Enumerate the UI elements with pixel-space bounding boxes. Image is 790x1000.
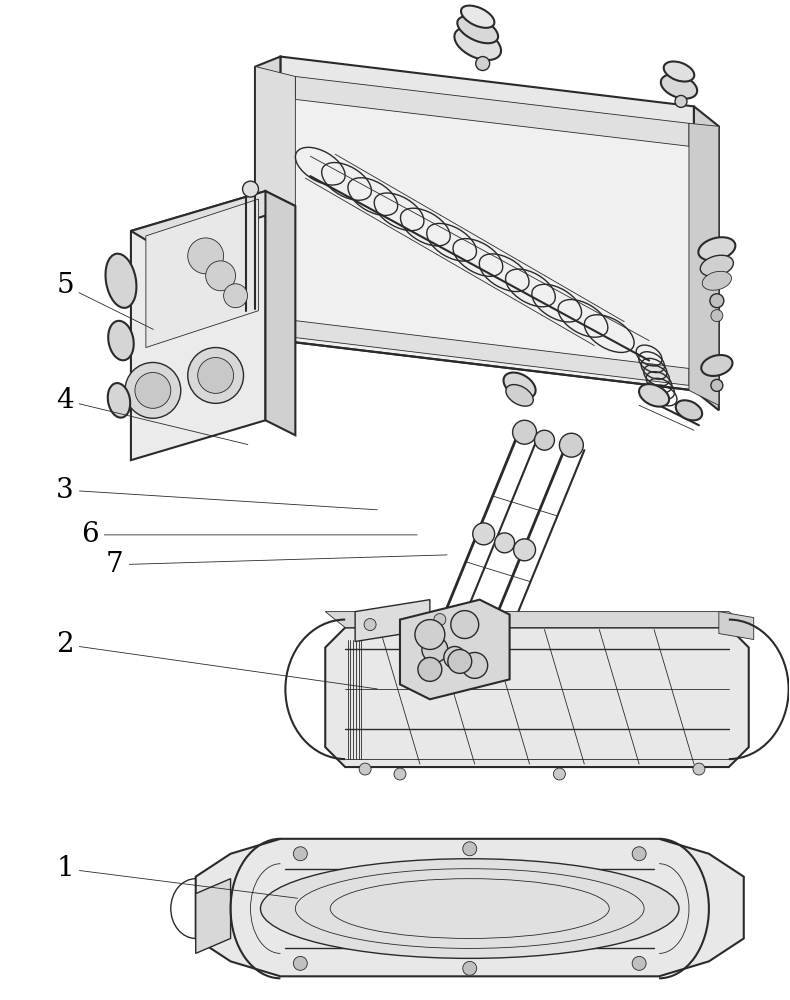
Circle shape [422,637,448,662]
Circle shape [462,652,487,678]
Circle shape [463,842,476,856]
Polygon shape [280,57,694,136]
Circle shape [224,284,247,308]
Ellipse shape [454,27,501,60]
Circle shape [188,238,224,274]
Polygon shape [400,600,510,699]
Ellipse shape [675,400,702,420]
Circle shape [559,433,583,457]
Polygon shape [131,191,295,249]
Ellipse shape [108,321,134,360]
Text: 1: 1 [56,855,298,898]
Circle shape [711,379,723,391]
Circle shape [675,95,687,107]
Circle shape [243,181,258,197]
Circle shape [693,763,705,775]
Text: 6: 6 [81,521,417,548]
Polygon shape [689,123,719,405]
Polygon shape [280,86,694,390]
Circle shape [476,57,490,71]
Text: 5: 5 [56,272,153,329]
Polygon shape [325,628,749,767]
Circle shape [554,768,566,780]
Circle shape [394,768,406,780]
Polygon shape [196,879,231,953]
Ellipse shape [660,74,698,99]
Circle shape [495,533,514,553]
Circle shape [415,620,445,649]
Polygon shape [255,67,295,351]
Circle shape [632,956,646,970]
Circle shape [198,358,234,393]
Ellipse shape [461,6,495,28]
Circle shape [710,294,724,308]
Circle shape [135,372,171,408]
Circle shape [125,362,181,418]
Circle shape [293,847,307,861]
Polygon shape [265,191,295,435]
Circle shape [205,261,235,291]
Circle shape [444,646,466,668]
Circle shape [364,619,376,631]
Text: 4: 4 [56,387,248,445]
Polygon shape [131,191,265,460]
Circle shape [188,348,243,403]
Polygon shape [356,600,430,642]
Circle shape [463,961,476,975]
Circle shape [535,430,555,450]
Polygon shape [325,612,749,628]
Circle shape [711,310,723,322]
Polygon shape [694,106,719,410]
Ellipse shape [107,383,130,418]
Ellipse shape [702,355,732,376]
Circle shape [418,657,442,681]
Ellipse shape [639,384,669,407]
Circle shape [632,847,646,861]
Circle shape [293,956,307,970]
Text: 7: 7 [106,551,447,578]
Ellipse shape [503,373,536,398]
Ellipse shape [700,255,733,276]
Text: 2: 2 [56,631,378,689]
Ellipse shape [106,254,137,308]
Circle shape [451,611,479,639]
Polygon shape [295,321,689,385]
Circle shape [359,763,371,775]
Circle shape [448,649,472,673]
Text: 3: 3 [56,477,378,510]
Circle shape [514,539,536,561]
Polygon shape [196,839,743,976]
Polygon shape [255,57,280,351]
Polygon shape [719,612,754,640]
Ellipse shape [457,16,498,43]
Polygon shape [295,76,689,146]
Ellipse shape [698,237,735,261]
Ellipse shape [506,385,533,406]
Ellipse shape [664,61,694,82]
Ellipse shape [261,859,679,958]
Circle shape [472,523,495,545]
Polygon shape [146,199,258,348]
Circle shape [513,420,536,444]
Circle shape [434,614,446,626]
Ellipse shape [702,271,732,290]
